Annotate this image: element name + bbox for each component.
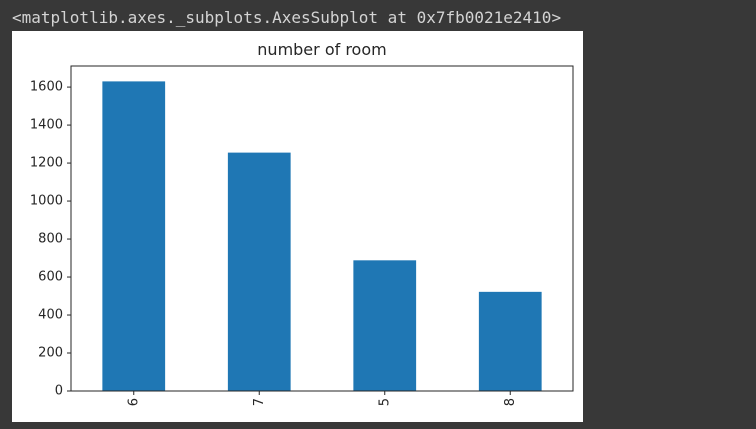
y-tick-label: 1000 [30,194,63,209]
y-tick-label: 800 [38,232,63,247]
output-header: <matplotlib.axes._subplots.AxesSubplot a… [12,8,562,27]
y-tick-label: 1200 [30,156,63,171]
bar-7 [227,152,291,391]
bars-group [102,81,542,391]
y-tick-label: 1600 [30,80,63,95]
x-tick-label: 6 [126,398,141,406]
bar-6 [102,81,166,391]
chart-figure: number of room 0 200 400 600 800 1000 1200 1400… [12,31,583,422]
bar-5 [353,260,417,391]
x-tick-label: 7 [252,398,267,406]
bar-chart: number of room 0 200 400 600 800 1000 1200 1400… [30,40,574,406]
y-axis: 0 200 400 600 800 1000 1200 1400 1600 [30,80,71,399]
y-tick-label: 0 [55,384,63,399]
chart-title: number of room [257,40,386,59]
y-tick-label: 200 [38,346,63,361]
bar-8 [478,291,542,391]
x-tick-label: 5 [377,398,392,406]
x-axis: 6 7 5 8 [126,391,518,406]
y-tick-label: 1400 [30,118,63,133]
y-tick-label: 600 [38,270,63,285]
plot-frame [70,65,574,392]
y-tick-label: 400 [38,308,63,323]
x-tick-label: 8 [503,398,518,406]
